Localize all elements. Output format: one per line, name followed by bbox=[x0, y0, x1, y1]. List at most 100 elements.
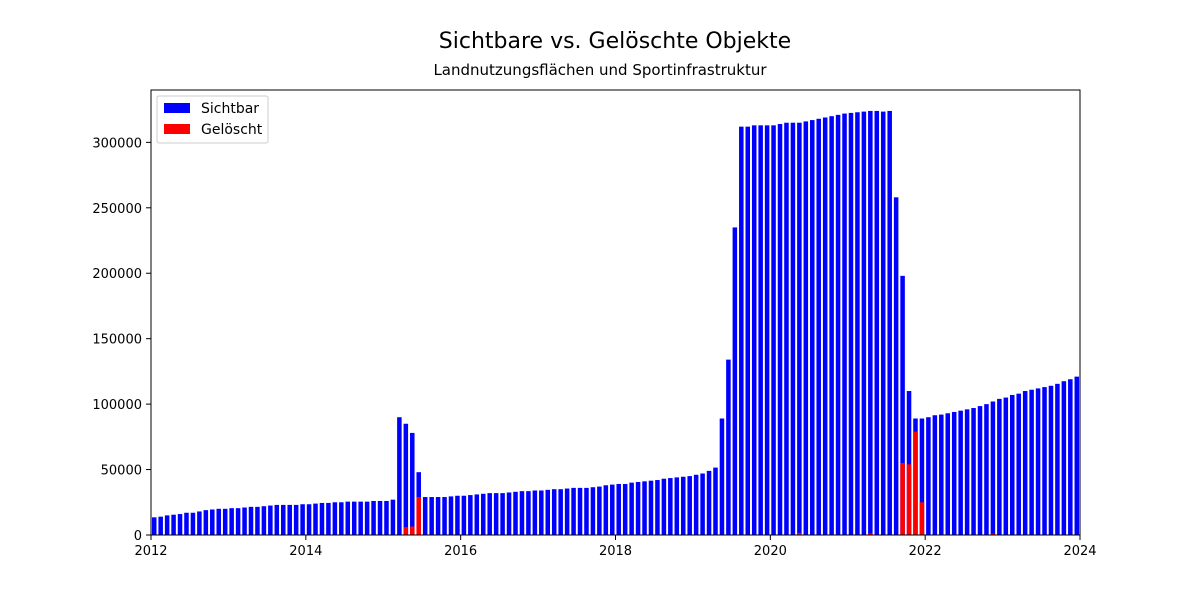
bar-sichtbar-2014-06 bbox=[339, 502, 344, 535]
bar-sichtbar-2021-04 bbox=[868, 110, 873, 535]
bar-sichtbar-2018-03 bbox=[629, 482, 634, 535]
bar-sichtbar-2023-03 bbox=[1016, 393, 1021, 535]
bar-sichtbar-2023-12 bbox=[1074, 376, 1080, 535]
bar-sichtbar-2013-02 bbox=[235, 508, 241, 535]
bar-sichtbar-2012-11 bbox=[216, 508, 221, 535]
bar-sichtbar-2021-09 bbox=[900, 275, 905, 535]
bar-sichtbar-2016-01 bbox=[461, 495, 467, 535]
y-tick-label-150000: 150000 bbox=[92, 333, 142, 348]
bar-sichtbar-2018-05 bbox=[642, 481, 647, 535]
bar-sichtbar-2023-11 bbox=[1068, 379, 1073, 535]
bar-sichtbar-2023-09 bbox=[1055, 383, 1060, 535]
bar-sichtbar-2019-08 bbox=[739, 126, 744, 536]
x-tick-label-2022: 2022 bbox=[909, 544, 942, 559]
bar-sichtbar-2015-09 bbox=[435, 497, 441, 535]
bar-sichtbar-2021-03 bbox=[861, 111, 867, 535]
bar-sichtbar-2020-01 bbox=[771, 125, 776, 535]
y-tick-label-200000: 200000 bbox=[92, 267, 142, 282]
bar-sichtbar-2019-11 bbox=[758, 125, 763, 535]
bar-sichtbar-2020-10 bbox=[829, 116, 834, 536]
bar-sichtbar-2018-07 bbox=[655, 480, 660, 535]
bar-sichtbar-2017-11 bbox=[603, 485, 609, 535]
x-tick-label-2014: 2014 bbox=[289, 544, 322, 559]
bar-sichtbar-2012-07 bbox=[190, 512, 196, 535]
bar-sichtbar-2015-10 bbox=[442, 497, 447, 535]
bar-sichtbar-2021-12 bbox=[919, 418, 925, 535]
bar-sichtbar-2012-01 bbox=[151, 517, 157, 535]
bar-sichtbar-2023-05 bbox=[1029, 389, 1034, 535]
x-tick-label-2012: 2012 bbox=[134, 544, 167, 559]
bar-sichtbar-2018-02 bbox=[622, 483, 628, 535]
bar-geloescht-2021-11 bbox=[913, 431, 918, 535]
bar-sichtbar-2015-05 bbox=[410, 432, 415, 535]
bar-sichtbar-2022-11 bbox=[990, 401, 996, 535]
bar-sichtbar-2019-09 bbox=[745, 126, 751, 536]
bar-sichtbar-2012-08 bbox=[197, 511, 202, 535]
bar-sichtbar-2019-02 bbox=[700, 473, 705, 535]
bar-sichtbar-2019-05 bbox=[719, 418, 725, 535]
bar-sichtbar-2012-02 bbox=[158, 516, 163, 535]
bar-sichtbar-2022-01 bbox=[926, 417, 931, 535]
bar-geloescht-2022-11 bbox=[990, 533, 996, 535]
bar-sichtbar-2013-12 bbox=[300, 504, 305, 535]
bar-sichtbar-2020-11 bbox=[835, 114, 841, 536]
bar-sichtbar-2017-06 bbox=[571, 487, 576, 535]
bar-sichtbar-2019-01 bbox=[693, 474, 699, 535]
bar-sichtbar-2019-07 bbox=[732, 227, 738, 535]
series-sichtbar-bars bbox=[151, 110, 1080, 536]
legend-label-geloescht: Gelöscht bbox=[201, 122, 263, 138]
chart-subtitle: Landnutzungsflächen und Sportinfrastrukt… bbox=[433, 61, 767, 79]
x-tick-label-2020: 2020 bbox=[754, 544, 787, 559]
y-tick-label-250000: 250000 bbox=[92, 202, 142, 217]
bar-sichtbar-2014-04 bbox=[326, 502, 331, 535]
bar-sichtbar-2020-07 bbox=[810, 120, 815, 535]
bar-sichtbar-2017-05 bbox=[564, 488, 570, 535]
bar-sichtbar-2020-09 bbox=[822, 117, 828, 536]
bar-sichtbar-2014-10 bbox=[364, 501, 370, 536]
bar-sichtbar-2013-09 bbox=[281, 504, 286, 535]
x-tick-label-2018: 2018 bbox=[599, 544, 632, 559]
bar-geloescht-2021-09 bbox=[900, 463, 905, 535]
bar-sichtbar-2017-01 bbox=[539, 490, 544, 535]
bar-sichtbar-2023-10 bbox=[1061, 381, 1067, 535]
bar-geloescht-2015-06 bbox=[416, 497, 421, 535]
series-geloescht-bars bbox=[403, 431, 996, 535]
bar-sichtbar-2022-07 bbox=[964, 409, 970, 535]
bar-sichtbar-2016-04 bbox=[480, 493, 486, 535]
bar-sichtbar-2019-10 bbox=[751, 125, 757, 535]
bar-sichtbar-2018-10 bbox=[674, 477, 680, 535]
bar-sichtbar-2020-08 bbox=[816, 118, 821, 535]
bar-sichtbar-2020-03 bbox=[784, 122, 789, 535]
bar-sichtbar-2019-06 bbox=[726, 359, 731, 535]
bar-sichtbar-2022-03 bbox=[939, 414, 944, 535]
bar-sichtbar-2017-04 bbox=[558, 489, 563, 535]
x-tick-label-2016: 2016 bbox=[444, 544, 477, 559]
bar-sichtbar-2012-10 bbox=[210, 509, 215, 535]
bar-sichtbar-2018-06 bbox=[648, 480, 654, 535]
bar-sichtbar-2023-07 bbox=[1042, 387, 1047, 535]
y-tick-label-100000: 100000 bbox=[92, 398, 142, 413]
bar-sichtbar-2022-06 bbox=[958, 410, 963, 535]
bar-sichtbar-2014-07 bbox=[345, 501, 351, 536]
bar-sichtbar-2019-04 bbox=[713, 467, 718, 535]
bar-sichtbar-2015-07 bbox=[422, 497, 428, 535]
bar-sichtbar-2015-02 bbox=[390, 499, 396, 535]
bar-sichtbar-2017-10 bbox=[597, 486, 602, 535]
bar-sichtbar-2016-12 bbox=[532, 490, 538, 535]
bar-sichtbar-2020-02 bbox=[777, 124, 783, 535]
bar-sichtbar-2020-04 bbox=[790, 122, 796, 535]
bar-sichtbar-2019-03 bbox=[706, 470, 712, 535]
bar-sichtbar-2017-09 bbox=[590, 487, 596, 535]
bar-sichtbar-2021-10 bbox=[906, 391, 912, 535]
bar-sichtbar-2016-08 bbox=[506, 492, 512, 535]
bar-sichtbar-2023-02 bbox=[1010, 394, 1015, 535]
bar-geloescht-2021-12 bbox=[919, 502, 925, 535]
bar-geloescht-2021-04 bbox=[868, 533, 873, 535]
legend-swatch-geloescht bbox=[164, 124, 190, 134]
legend: Sichtbar Gelöscht bbox=[156, 95, 269, 144]
bar-sichtbar-2017-12 bbox=[610, 484, 615, 535]
legend-swatch-sichtbar bbox=[164, 103, 190, 113]
bar-sichtbar-2014-01 bbox=[306, 504, 312, 535]
bar-sichtbar-2014-08 bbox=[351, 501, 357, 536]
